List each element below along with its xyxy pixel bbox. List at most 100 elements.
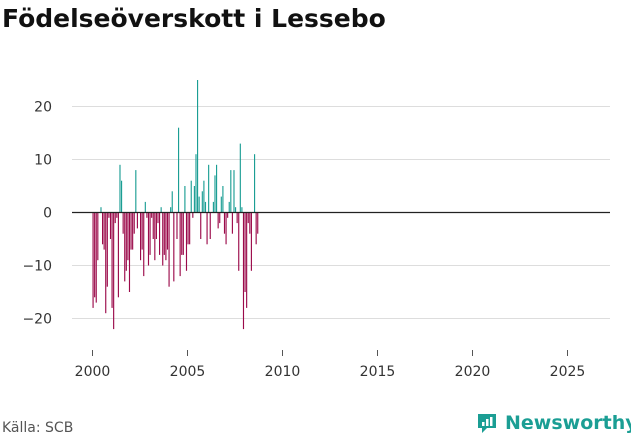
y-tick-label: 0 — [43, 206, 52, 222]
bar — [230, 170, 232, 213]
bar — [114, 212, 116, 224]
bar — [132, 212, 134, 250]
bar — [92, 212, 94, 308]
bar — [141, 212, 143, 250]
bar — [100, 207, 102, 213]
bar — [241, 207, 243, 213]
bar — [127, 212, 129, 261]
axes: −20 −10 0 10 20 2000 2005 2010 2015 2020 2025 — [22, 100, 610, 380]
bar — [168, 212, 170, 287]
bar — [227, 212, 229, 218]
y-tick-label: −10 — [22, 259, 52, 275]
bar — [113, 212, 115, 330]
bar — [97, 212, 99, 261]
grid-lines — [72, 106, 610, 319]
bar — [159, 212, 161, 255]
bar — [144, 201, 146, 213]
bar — [231, 212, 233, 234]
bar — [228, 201, 230, 213]
newsworthy-logo[interactable]: Newsworthy — [475, 408, 631, 438]
bar — [116, 212, 118, 218]
bar — [94, 212, 96, 298]
y-tick-label: 10 — [34, 153, 52, 169]
bar — [108, 212, 110, 218]
bar — [149, 212, 151, 255]
bar — [249, 212, 251, 234]
bar — [136, 212, 138, 229]
bar — [200, 212, 202, 239]
bar — [209, 212, 211, 239]
bar — [124, 212, 126, 282]
bar — [121, 180, 123, 213]
bar — [217, 212, 219, 229]
bar — [233, 170, 235, 213]
bar — [185, 212, 188, 271]
bar — [182, 212, 184, 255]
newsworthy-icon — [478, 414, 496, 433]
bar — [163, 212, 165, 255]
bar — [189, 212, 191, 245]
bar — [103, 212, 105, 250]
bar — [187, 212, 189, 245]
bar — [146, 212, 148, 218]
bar — [206, 212, 208, 245]
bar — [176, 212, 178, 239]
bar — [238, 212, 240, 271]
bar — [198, 196, 200, 213]
bar — [242, 212, 245, 330]
bar — [128, 212, 131, 292]
bar — [255, 212, 257, 245]
x-tick-label: 2010 — [265, 364, 301, 380]
bar — [239, 143, 241, 213]
bar — [171, 191, 173, 213]
bar — [170, 207, 172, 213]
bar — [143, 212, 145, 277]
bar — [254, 154, 256, 213]
bar — [247, 212, 249, 224]
bar — [117, 212, 119, 298]
bar — [130, 212, 132, 250]
bar — [162, 212, 164, 266]
bar — [106, 212, 108, 287]
bar — [135, 170, 137, 213]
bar — [119, 164, 121, 213]
bar — [208, 164, 210, 213]
bar — [155, 212, 157, 239]
bar — [154, 212, 156, 261]
bar — [133, 212, 135, 234]
bar — [216, 164, 218, 213]
bar — [214, 175, 216, 213]
x-tick-label: 2025 — [550, 364, 586, 380]
bar — [165, 212, 167, 261]
bar — [173, 212, 175, 282]
bar — [109, 212, 112, 239]
bar — [195, 154, 197, 213]
y-tick-label: 20 — [34, 100, 52, 116]
bar — [250, 212, 252, 271]
bar — [235, 207, 237, 213]
bar — [190, 180, 192, 213]
bar — [222, 186, 224, 213]
bar — [140, 212, 142, 261]
bar — [220, 196, 222, 213]
bar — [125, 212, 127, 271]
bar — [152, 212, 154, 239]
bar — [151, 212, 153, 218]
bar — [122, 212, 124, 234]
bar — [105, 212, 107, 314]
bars — [92, 80, 259, 330]
bar — [236, 212, 238, 224]
bar — [197, 80, 199, 213]
bar — [212, 201, 214, 213]
bar — [160, 207, 162, 213]
bar — [203, 180, 205, 213]
bar — [223, 212, 226, 234]
chart-title: Födelseöverskott i Lessebo — [2, 4, 386, 33]
bar — [102, 212, 104, 245]
bar — [157, 212, 159, 224]
bar — [147, 212, 150, 266]
bar — [166, 212, 169, 250]
y-tick-label: −20 — [22, 312, 52, 328]
bar — [246, 212, 248, 308]
source-label: Källa: SCB — [2, 420, 74, 436]
